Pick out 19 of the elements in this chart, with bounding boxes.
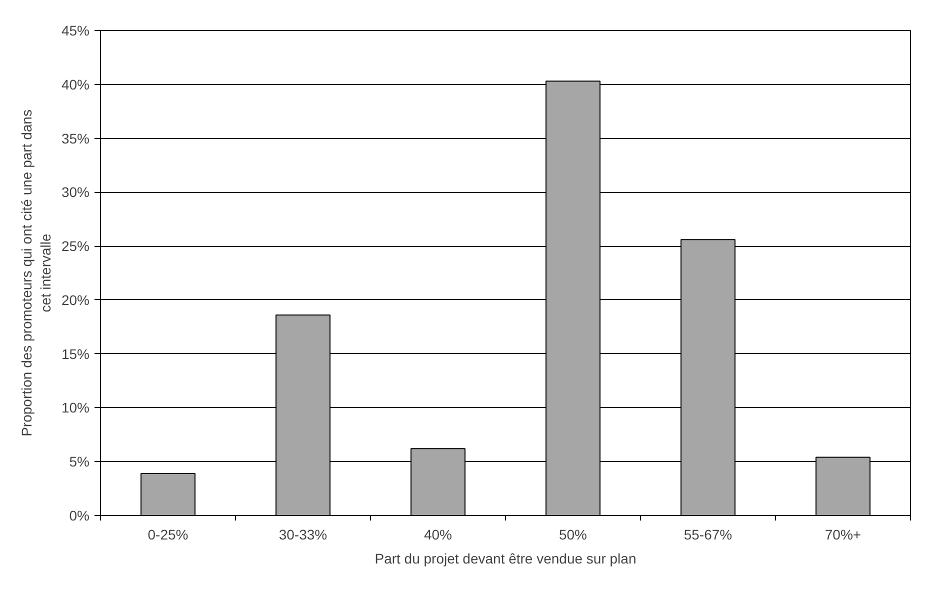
y-axis-title: Proportion des promoteurs qui ont cité une part dans cet intervalle (18, 110, 54, 436)
y-tick-label: 30% (61, 184, 90, 200)
x-axis-title: Part du projet devant être vendue sur plan (374, 550, 636, 566)
y-tick-label: 25% (61, 238, 90, 254)
x-tick-label: 0-25% (148, 526, 188, 542)
x-tick-label: 40% (424, 526, 452, 542)
x-tick-label: 30-33% (278, 526, 328, 542)
y-tick-label: 40% (61, 76, 90, 92)
y-tick-label: 5% (69, 454, 90, 470)
bar (140, 472, 196, 516)
x-tick-label: 50% (558, 526, 588, 542)
x-tick-label: 55-67% (684, 526, 732, 542)
y-tick-label: 20% (61, 292, 90, 308)
y-tick-label: 15% (61, 346, 90, 362)
x-tick-label: 70%+ (824, 526, 862, 542)
y-tick-label: 10% (61, 400, 90, 416)
y-tick-label: 0% (69, 508, 90, 524)
y-tick-label: 35% (61, 130, 90, 146)
y-tick-label: 45% (61, 22, 90, 38)
